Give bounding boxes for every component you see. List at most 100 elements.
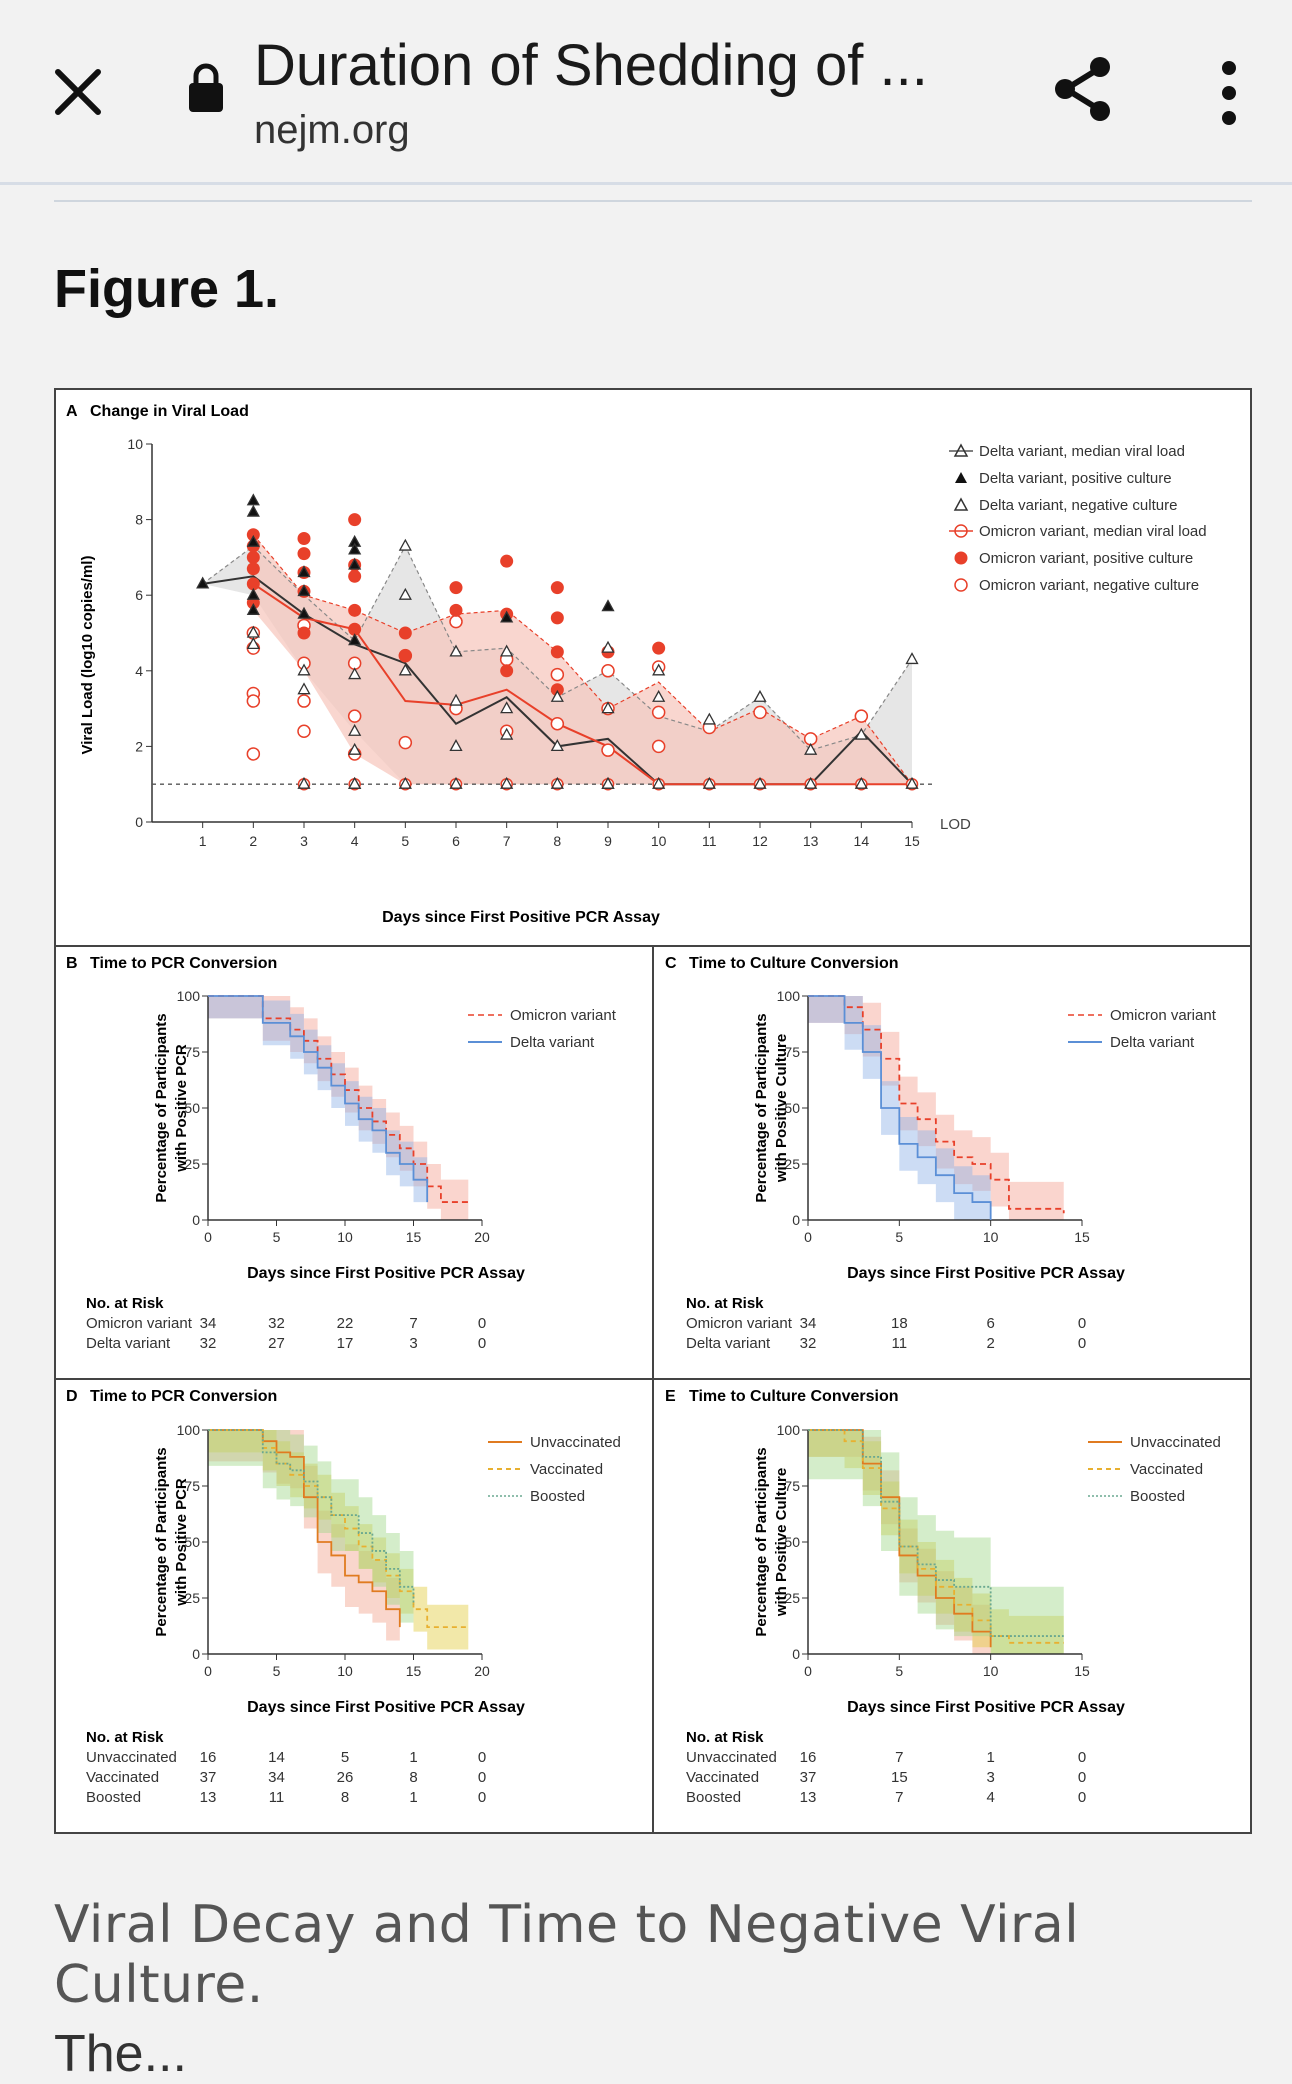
legend-delta-median: Delta variant, median viral load bbox=[979, 443, 1185, 460]
omicron-negative-point bbox=[651, 739, 666, 754]
x-tick-label: 0 bbox=[204, 1663, 212, 1679]
delta-negative-point bbox=[398, 538, 412, 551]
risk-value: 3 bbox=[409, 1335, 417, 1352]
vaccinated-ci-band bbox=[208, 1430, 469, 1650]
delta-positive-point bbox=[246, 493, 260, 506]
delta-negative-point bbox=[348, 776, 362, 789]
delta-ci-band bbox=[208, 996, 428, 1220]
x-tick-label: 5 bbox=[273, 1229, 281, 1245]
omicron-negative-point bbox=[347, 709, 362, 723]
y-tick-label: 0 bbox=[192, 1212, 200, 1228]
delta-positive-point bbox=[246, 587, 260, 600]
delta-negative-point bbox=[550, 739, 564, 752]
delta-negative-point bbox=[348, 742, 362, 755]
panel-b-risk-values: 34 32 22 7 0 32 27 17 3 0 bbox=[200, 1315, 487, 1352]
delta-negative-point bbox=[449, 693, 463, 706]
y-tick-label: 50 bbox=[784, 1534, 800, 1550]
y-tick-label: 2 bbox=[135, 738, 143, 754]
delta-positive-point bbox=[348, 542, 362, 555]
boosted-ci-band bbox=[808, 1430, 1064, 1654]
delta-negative-point bbox=[500, 644, 514, 657]
y-tick-label: 4 bbox=[135, 663, 143, 679]
delta-negative-point bbox=[398, 663, 412, 676]
panel-e-title: Time to Culture Conversion bbox=[689, 1388, 899, 1405]
y-tick-label: 0 bbox=[792, 1212, 800, 1228]
panel-b-risk-row-omicron: Omicron variant bbox=[86, 1315, 193, 1332]
x-tick-label: 13 bbox=[803, 833, 819, 849]
risk-value: 32 bbox=[268, 1315, 285, 1332]
y-tick-label: 50 bbox=[184, 1100, 200, 1116]
panel-c-legend-delta: Delta variant bbox=[1110, 1034, 1195, 1051]
omicron-positive-point bbox=[348, 513, 362, 527]
body-text-cutoff: The... bbox=[54, 2025, 187, 2083]
omicron-km-line bbox=[808, 995, 1065, 1214]
delta-negative-point bbox=[550, 689, 564, 702]
panel-d-legend-unvaccinated: Unvaccinated bbox=[530, 1434, 621, 1451]
x-tick-label: 10 bbox=[983, 1229, 999, 1245]
risk-value: 13 bbox=[800, 1789, 817, 1806]
risk-value: 11 bbox=[269, 1789, 285, 1806]
panel-c-risk-header: No. at Risk bbox=[686, 1295, 764, 1312]
risk-value: 0 bbox=[478, 1769, 486, 1786]
delta-negative-point bbox=[449, 776, 463, 789]
omicron-positive-point bbox=[297, 532, 311, 545]
share-icon[interactable] bbox=[1052, 54, 1116, 124]
panel-e-risk-values: 16 7 1 0 37 15 3 0 13 7 4 0 bbox=[800, 1749, 1087, 1806]
risk-value: 37 bbox=[800, 1769, 817, 1786]
panel-c-risk-values: 34 18 6 0 32 11 2 0 bbox=[800, 1315, 1087, 1352]
panel-e-legend-vaccinated: Vaccinated bbox=[1130, 1461, 1203, 1478]
omicron-negative-point bbox=[449, 614, 463, 629]
figure-caption: Viral Decay and Time to Negative Viral C… bbox=[54, 1895, 1080, 2015]
panel-d-risk-row-boosted: Boosted bbox=[86, 1789, 141, 1806]
delta-negative-point bbox=[702, 712, 716, 725]
panel-e-legend-boosted: Boosted bbox=[1130, 1488, 1185, 1505]
x-tick-label: 15 bbox=[904, 833, 920, 849]
panel-d-letter: D bbox=[66, 1388, 78, 1405]
risk-value: 18 bbox=[891, 1315, 908, 1332]
delta-km-line bbox=[208, 995, 429, 1203]
page-title: Duration of Shedding of ... bbox=[254, 33, 928, 98]
panel-d-risk-values: 16 14 5 1 0 37 34 26 8 0 13 11 8 1 0 bbox=[200, 1749, 487, 1806]
unvaccinated-ci-band bbox=[208, 1430, 400, 1654]
panel-d-risk-row-vaccinated: Vaccinated bbox=[86, 1769, 159, 1786]
x-tick-label: 7 bbox=[503, 833, 511, 849]
delta-negative-point bbox=[449, 644, 463, 657]
risk-value: 5 bbox=[341, 1749, 349, 1766]
x-tick-label: 10 bbox=[651, 833, 667, 849]
panel-d-ylabel-2: with Positive PCR bbox=[173, 1478, 190, 1607]
legend-delta-positive-icon bbox=[955, 472, 967, 483]
delta-negative-point bbox=[297, 776, 311, 789]
legend-delta-median-icon bbox=[953, 443, 969, 457]
x-tick-label: 0 bbox=[804, 1663, 812, 1679]
delta-negative-point bbox=[652, 663, 666, 676]
more-vert-icon[interactable] bbox=[1214, 60, 1244, 126]
risk-value: 0 bbox=[478, 1789, 486, 1806]
risk-value: 2 bbox=[986, 1335, 994, 1352]
panel-d-risk-header: No. at Risk bbox=[86, 1729, 164, 1746]
risk-value: 22 bbox=[337, 1315, 354, 1332]
omicron-negative-point bbox=[550, 716, 565, 731]
risk-value: 11 bbox=[892, 1335, 908, 1352]
delta-negative-point bbox=[804, 776, 818, 789]
panel-b-chart: 0 25 50 75 100 0 5 10 15 20 bbox=[177, 988, 490, 1245]
y-tick-label: 75 bbox=[184, 1478, 200, 1494]
panel-c-ylabel-1: Percentage of Participants bbox=[753, 1013, 770, 1202]
omicron-negative-point bbox=[246, 694, 261, 708]
risk-value: 0 bbox=[1078, 1789, 1086, 1806]
omicron-positive-point bbox=[500, 554, 514, 568]
risk-value: 0 bbox=[478, 1749, 486, 1766]
panel-e-ylabel-2: with Positive Culture bbox=[773, 1468, 790, 1617]
delta-negative-point bbox=[652, 776, 666, 789]
omicron-positive-point bbox=[348, 603, 362, 617]
panel-e-letter: E bbox=[665, 1388, 676, 1405]
y-tick-label: 6 bbox=[135, 587, 143, 603]
panel-d-title: Time to PCR Conversion bbox=[90, 1388, 277, 1405]
panel-a-ylabel: Viral Load (log10 copies/ml) bbox=[79, 556, 96, 755]
risk-value: 1 bbox=[986, 1749, 994, 1766]
panel-d-legend-vaccinated: Vaccinated bbox=[530, 1461, 603, 1478]
unvaccinated-km-line bbox=[208, 1429, 401, 1628]
y-tick-label: 0 bbox=[792, 1646, 800, 1662]
close-icon[interactable] bbox=[52, 66, 104, 118]
delta-negative-point bbox=[905, 652, 919, 665]
